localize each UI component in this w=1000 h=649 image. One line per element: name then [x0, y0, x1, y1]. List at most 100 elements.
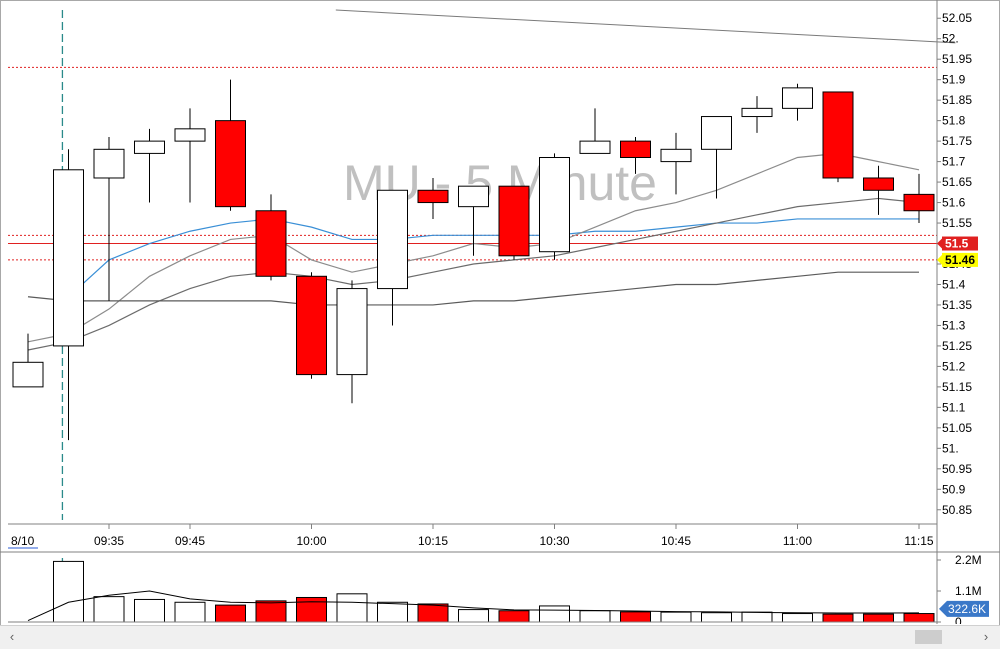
candle-body [215, 120, 246, 208]
candle-body [53, 169, 84, 347]
horizontal-scrollbar[interactable]: ‹ › [0, 625, 1000, 649]
candle [134, 128, 165, 203]
date-label: 8/10 [11, 534, 35, 548]
price-tag-pointer [937, 253, 943, 266]
candle-body [660, 148, 692, 163]
volume-bar [701, 612, 732, 623]
volume-bar [134, 598, 165, 623]
candle [620, 137, 651, 174]
time-tick-label: 10:30 [539, 534, 569, 548]
price-tick-label: 51.15 [942, 380, 972, 394]
volume-bar [539, 605, 570, 623]
price-tick-label: 51.6 [942, 196, 966, 210]
candle-body [782, 87, 813, 109]
price-tick-label: 51.3 [942, 318, 966, 332]
price-tag-label: 51.46 [945, 253, 975, 267]
volume-bar [579, 610, 611, 623]
price-tick-label: 51.4 [942, 277, 966, 291]
trend-line [335, 9, 956, 44]
volume-tick-label: 0 [955, 615, 962, 624]
horizontal-levels [8, 9, 956, 622]
volume-bar [782, 613, 813, 623]
volume-bar [296, 596, 327, 623]
price-tick-label: 51.95 [942, 52, 972, 66]
candle [336, 280, 368, 404]
price-tag-pointer [937, 237, 943, 250]
price-tick-label: 52. [942, 32, 959, 46]
candle [660, 132, 692, 195]
volume-bar [498, 610, 530, 623]
time-tick-label: 11:00 [783, 534, 812, 548]
volume-tick-label: 2.2M [955, 553, 982, 567]
candle-body [620, 140, 651, 159]
price-tick-label: 51.7 [942, 155, 966, 169]
volume-bar [458, 609, 489, 623]
price-tick-label: 51.65 [942, 175, 972, 189]
candle-body [134, 140, 165, 154]
candle-body [12, 361, 44, 388]
scroll-left-icon[interactable]: ‹ [9, 629, 15, 644]
candle-body [255, 210, 287, 277]
candle-body [741, 107, 773, 118]
price-tag-label: 51.5 [945, 237, 969, 251]
candle [741, 96, 773, 133]
candle-body [174, 128, 206, 142]
price-tick-label: 51. [942, 441, 959, 455]
moving-average-line [68, 218, 919, 298]
price-tick-label: 51.8 [942, 114, 966, 128]
volume-bar [620, 611, 651, 623]
time-tick-label: 10:15 [418, 534, 448, 548]
price-tick-label: 51.55 [942, 216, 972, 230]
price-tag-box [942, 252, 978, 267]
candle-body [417, 189, 449, 204]
time-tick-label: 10:45 [661, 534, 691, 548]
candle [822, 91, 854, 183]
volume-bar [53, 560, 84, 623]
volume-bar [822, 613, 854, 623]
candle [12, 333, 44, 388]
volume-bar [417, 603, 449, 623]
price-tick-label: 51.35 [942, 298, 972, 312]
time-tick-label: 09:45 [175, 534, 205, 548]
volume-bar [660, 611, 692, 623]
candle [458, 185, 489, 256]
candle [215, 79, 246, 211]
candlesticks [12, 79, 935, 441]
candle [903, 173, 935, 224]
candle [377, 189, 408, 326]
price-tick-label: 51.2 [942, 359, 966, 373]
price-tick-label: 51.25 [942, 339, 972, 353]
scroll-thumb[interactable] [915, 630, 942, 644]
candle-body [579, 140, 611, 154]
time-tick-label: 11:15 [904, 534, 933, 548]
price-tag: 51.46 [937, 253, 978, 267]
volume-bar [336, 593, 368, 623]
candle [863, 165, 894, 215]
candle-body [701, 116, 732, 150]
candle-body [903, 193, 935, 212]
candle [255, 194, 287, 281]
volume-tag-label: 322.6K [948, 602, 986, 616]
candle-body [822, 91, 854, 179]
price-tag-box [942, 236, 978, 251]
candle-body [377, 189, 408, 290]
volume-tag-box [939, 600, 989, 617]
volume-bar [255, 600, 287, 623]
candle [296, 272, 327, 379]
candle [53, 149, 84, 441]
candle [498, 185, 530, 260]
price-tick-label: 51.85 [942, 93, 972, 107]
time-tick-label: 09:35 [94, 534, 124, 548]
volume-bar [93, 596, 125, 623]
moving-average-line [27, 197, 920, 351]
scroll-right-icon[interactable]: › [983, 629, 989, 644]
volume-bar [741, 611, 773, 623]
volume-current-tag: 322.6K [939, 600, 989, 617]
candle [782, 83, 813, 121]
price-tick-label: 51.05 [942, 421, 972, 435]
candle [417, 177, 449, 219]
candle [701, 116, 732, 199]
price-tick-label: 50.95 [942, 462, 972, 476]
